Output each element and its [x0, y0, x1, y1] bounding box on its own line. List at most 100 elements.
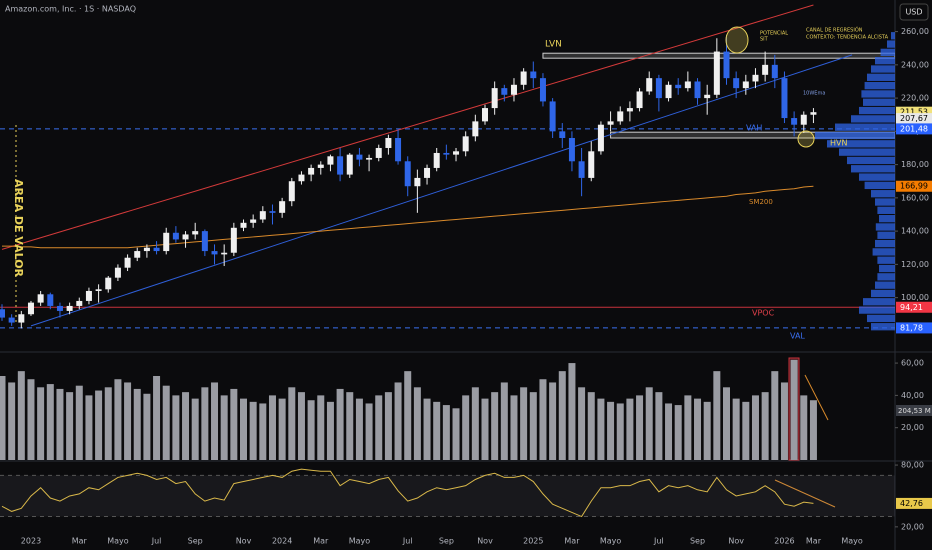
volume-bar: [172, 395, 180, 460]
rsi-band: [0, 475, 895, 517]
candle-body: [414, 177, 421, 187]
volume-profile-bar: [859, 106, 895, 115]
volume-bar: [288, 387, 296, 460]
candle-body: [762, 64, 769, 75]
highlight-circle: [725, 26, 749, 54]
volume-bar: [191, 398, 199, 460]
y-tick-label: 240,00: [901, 60, 929, 69]
volume-bar: [809, 400, 817, 460]
volume-profile-bar: [877, 256, 895, 264]
volume-profile-bar: [864, 81, 895, 90]
candle-body: [18, 314, 25, 323]
volume-profile-bar: [872, 248, 895, 256]
volume-bar: [394, 382, 402, 460]
x-tick-label: Nov: [728, 537, 744, 546]
price-label: 42,76: [900, 499, 923, 508]
highlight-circle: [797, 130, 815, 148]
volume-bar: [616, 403, 624, 460]
volume-bar: [674, 405, 682, 460]
candle-body: [279, 201, 286, 213]
volume-bar: [413, 387, 421, 460]
currency[interactable]: USD: [905, 8, 922, 17]
moving-average: [2, 185, 814, 249]
candle-body: [781, 78, 788, 119]
volume-bar: [56, 388, 64, 460]
price-label-box: [896, 497, 932, 509]
rsi-line: [1, 468, 814, 518]
volume-profile-bar: [863, 298, 895, 306]
volume-profile-bar: [851, 165, 895, 173]
x-tick-label: Jul: [402, 537, 413, 546]
volume-bar: [143, 393, 151, 460]
volume-profile-bar: [815, 131, 895, 140]
price-label-box: [896, 180, 932, 192]
candle-body: [588, 151, 595, 178]
volume-bar: [240, 398, 247, 460]
volume-profile-bar: [871, 289, 895, 298]
candle-body: [791, 118, 798, 125]
candle-body: [752, 74, 759, 82]
volume-bar: [713, 371, 721, 460]
candle-body: [395, 138, 402, 162]
volume-bar: [37, 387, 45, 460]
candle-body: [259, 211, 266, 220]
volume-bar: [346, 392, 354, 460]
volume-bar: [703, 401, 711, 460]
candle-body: [453, 151, 460, 155]
volume-bar: [211, 382, 219, 460]
currency-button[interactable]: [899, 3, 929, 21]
annotation: VPOC: [752, 309, 775, 318]
volume-profile-bar: [877, 231, 895, 239]
volume-bar: [201, 387, 209, 460]
volume-profile-bar: [887, 40, 895, 48]
volume-bar: [732, 398, 740, 460]
candle-body: [56, 305, 63, 311]
volume-profile-bar: [875, 239, 895, 248]
candle-body: [462, 136, 469, 152]
y-tick-label: 140,00: [901, 227, 929, 236]
candle-body: [530, 71, 537, 79]
volume-bar: [800, 395, 808, 460]
candle-body: [404, 161, 411, 187]
volume-bar: [114, 379, 122, 460]
volume-bar: [500, 382, 508, 460]
volume-bar: [607, 401, 615, 460]
candle-body: [375, 147, 382, 158]
y-tick-label: 80,00: [901, 461, 924, 470]
chart-title: Amazon.com, Inc. · 1S · NASDAQ: [5, 5, 136, 14]
volume-bar: [27, 379, 35, 460]
x-tick-label: 2023: [21, 537, 41, 546]
trendline: [30, 54, 853, 327]
volume-bar: [684, 395, 692, 460]
annotation: SM200: [749, 198, 773, 206]
y-tick-label: 220,00: [901, 94, 929, 103]
volume-bar: [259, 403, 267, 460]
volume-bar: [8, 382, 16, 460]
volume-bar: [133, 388, 141, 460]
candle-body: [230, 227, 237, 253]
candle-body: [250, 219, 257, 223]
candle-body: [8, 317, 15, 323]
x-tick-label: Nov: [477, 537, 493, 546]
volume-bar: [645, 387, 653, 460]
volume-bar: [249, 401, 257, 460]
candle-body: [723, 51, 730, 79]
x-tick-label: Mayo: [107, 537, 129, 546]
volume-bar: [790, 359, 798, 460]
candle-body: [491, 88, 498, 109]
volume-profile-bar: [891, 32, 895, 40]
volume-bar: [655, 392, 663, 460]
candle-body: [713, 51, 720, 95]
candle-body: [269, 211, 276, 213]
volume-profile-bar: [859, 306, 895, 314]
volume-profile-bar: [835, 123, 895, 131]
candle-body: [549, 101, 556, 132]
volume-bar: [539, 379, 547, 460]
volume-bar: [510, 395, 518, 460]
candle-body: [520, 71, 527, 85]
volume-bar: [182, 392, 190, 460]
candle-body: [76, 300, 83, 306]
volume-profile-bar: [839, 148, 895, 156]
candle-body: [578, 161, 585, 178]
